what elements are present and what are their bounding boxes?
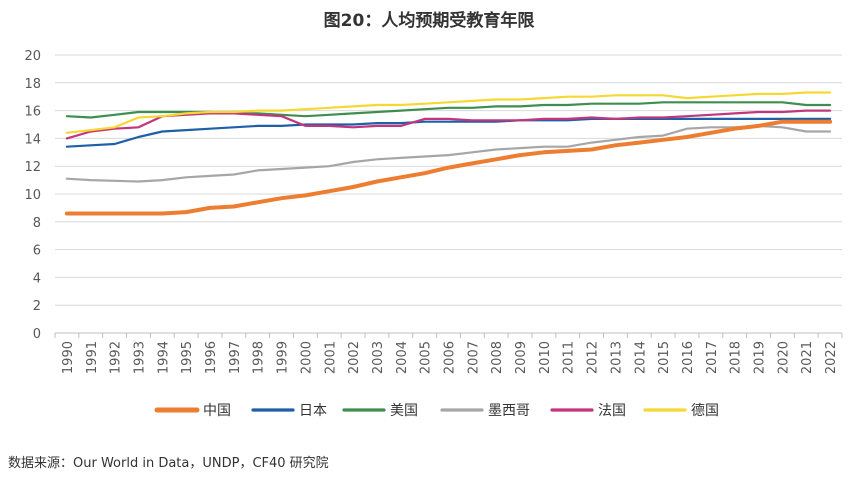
x-tick-label: 2008 — [490, 341, 505, 374]
legend-label: 日本 — [299, 403, 327, 419]
x-tick-label: 2015 — [657, 341, 672, 374]
legend-label: 法国 — [598, 403, 626, 419]
x-tick-label: 2004 — [395, 341, 410, 374]
y-tick-label: 16 — [24, 105, 41, 120]
x-tick-label: 2006 — [443, 341, 458, 374]
x-tick-label: 2017 — [705, 341, 720, 374]
x-tick-label: 1992 — [109, 341, 124, 374]
y-axis-ticks: 0 2 4 6 8 10 12 14 16 18 20 — [24, 49, 41, 342]
legend: 中国 日本 美国 墨西哥 法国 德国 — [154, 403, 719, 419]
legend-label: 美国 — [390, 403, 418, 419]
x-tick-label: 1991 — [85, 341, 100, 374]
x-tick-label: 2001 — [323, 341, 338, 374]
y-tick-label: 8 — [33, 216, 41, 231]
y-tick-label: 0 — [33, 327, 41, 342]
series-line-0 — [64, 119, 833, 216]
y-tick-label: 10 — [24, 188, 41, 203]
x-tick-label: 2013 — [609, 341, 624, 374]
legend-label: 德国 — [691, 403, 719, 419]
x-tick-label: 2010 — [538, 341, 553, 374]
x-tick-label: 1993 — [132, 341, 147, 374]
series-lines — [64, 91, 833, 216]
gridlines — [55, 54, 842, 334]
x-tick-label: 2000 — [299, 341, 314, 374]
y-tick-label: 14 — [24, 132, 41, 147]
x-tick-label: 1999 — [276, 341, 291, 374]
x-tick-label: 2021 — [800, 341, 815, 374]
x-tick-label: 2022 — [824, 341, 839, 374]
legend-label: 中国 — [203, 403, 231, 419]
y-tick-label: 18 — [24, 77, 41, 92]
x-tick-label: 2002 — [347, 341, 362, 374]
chart-title: 图20：人均预期受教育年限 — [323, 11, 535, 31]
x-tick-label: 2011 — [562, 341, 577, 374]
series-line-3 — [65, 124, 832, 183]
y-tick-label: 4 — [33, 271, 41, 286]
x-tick-label: 2003 — [371, 341, 386, 374]
x-tick-label: 2005 — [419, 341, 434, 374]
x-tick-label: 1996 — [204, 341, 219, 374]
y-tick-label: 6 — [33, 244, 41, 259]
x-tick-label: 1995 — [180, 341, 195, 374]
series-line-1 — [65, 117, 832, 148]
legend-label: 墨西哥 — [488, 403, 530, 419]
x-tick-label: 2012 — [586, 341, 601, 374]
x-tick-label: 1990 — [61, 341, 76, 374]
x-tick-label: 1997 — [228, 341, 243, 374]
series-line-4 — [65, 109, 832, 140]
x-tick-label: 2014 — [633, 341, 648, 374]
y-tick-label: 2 — [33, 299, 41, 314]
x-tick-label: 2016 — [681, 341, 696, 374]
y-tick-label: 12 — [24, 160, 41, 175]
x-tick-label: 2019 — [753, 341, 768, 374]
x-tick-label: 1998 — [252, 341, 267, 374]
x-axis-ticks: 1990 1991 1992 1993 1994 1995 1996 1997 1998 1999… — [54, 333, 843, 374]
x-tick-label: 1994 — [156, 341, 171, 374]
x-tick-label: 2009 — [514, 341, 529, 374]
series-line-5 — [65, 91, 832, 134]
x-tick-label: 2020 — [776, 341, 791, 374]
x-tick-label: 2007 — [466, 341, 481, 374]
source-note: 数据来源：Our World in Data，UNDP，CF40 研究院 — [8, 456, 329, 471]
y-tick-label: 20 — [24, 49, 41, 64]
x-tick-label: 2018 — [729, 341, 744, 374]
